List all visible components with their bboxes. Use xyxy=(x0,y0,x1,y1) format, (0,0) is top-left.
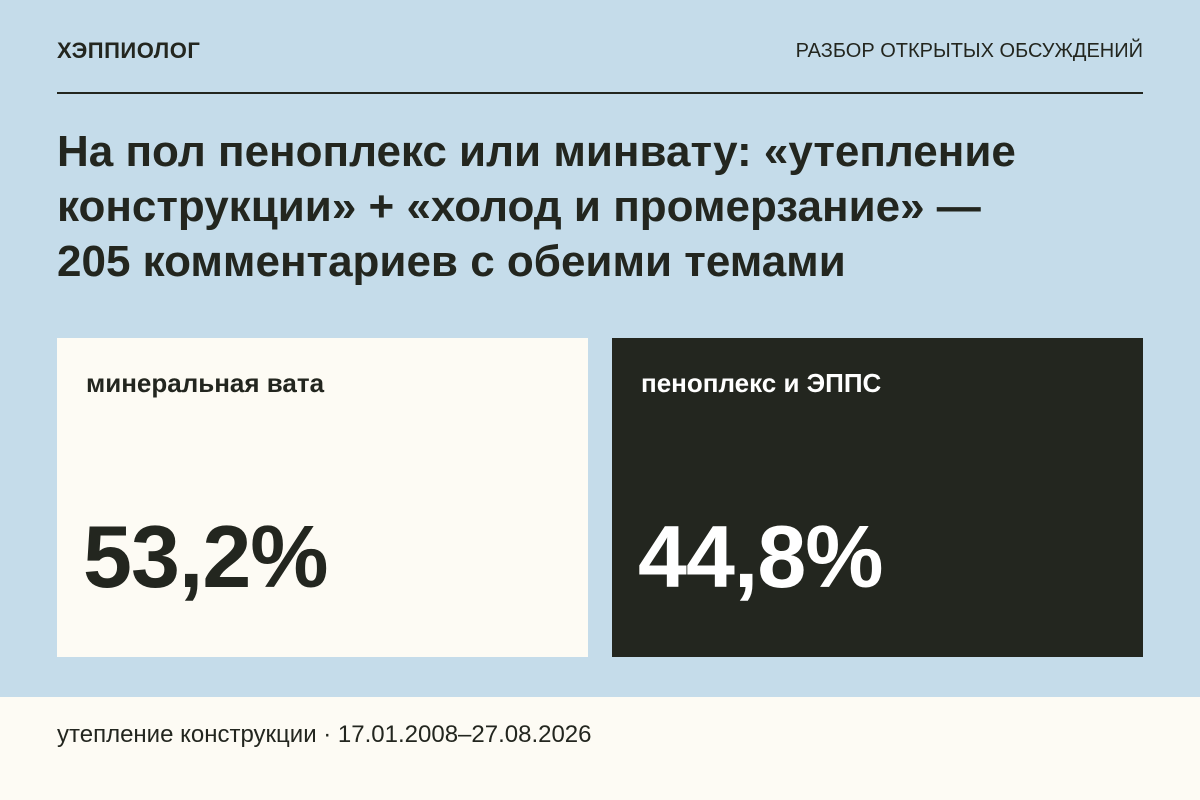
divider xyxy=(57,92,1143,94)
brand: ХЭППИОЛОГ xyxy=(57,38,201,63)
stat-card: пеноплекс и ЭППС 44,8% xyxy=(612,338,1143,657)
stat-label: минеральная вата xyxy=(86,368,325,398)
stat-card: минеральная вата 53,2% xyxy=(57,338,588,657)
stat-value: 44,8% xyxy=(638,507,884,606)
stat-label: пеноплекс и ЭППС xyxy=(641,368,882,398)
title: На пол пеноплекс или минвату: «утепление… xyxy=(57,124,1016,289)
footer: утепление конструкции · 17.01.2008–27.08… xyxy=(0,697,1200,800)
stat-value: 53,2% xyxy=(83,507,329,606)
title-line: На пол пеноплекс или минвату: «утепление xyxy=(57,127,1016,176)
title-line: 205 комментариев с обеими темами xyxy=(57,237,846,286)
section-label: РАЗБОР ОТКРЫТЫХ ОБСУЖДЕНИЙ xyxy=(795,40,1143,62)
footer-text: утепление конструкции · 17.01.2008–27.08… xyxy=(57,721,592,748)
title-line: конструкции» + «холод и промерзание» — xyxy=(57,182,981,231)
